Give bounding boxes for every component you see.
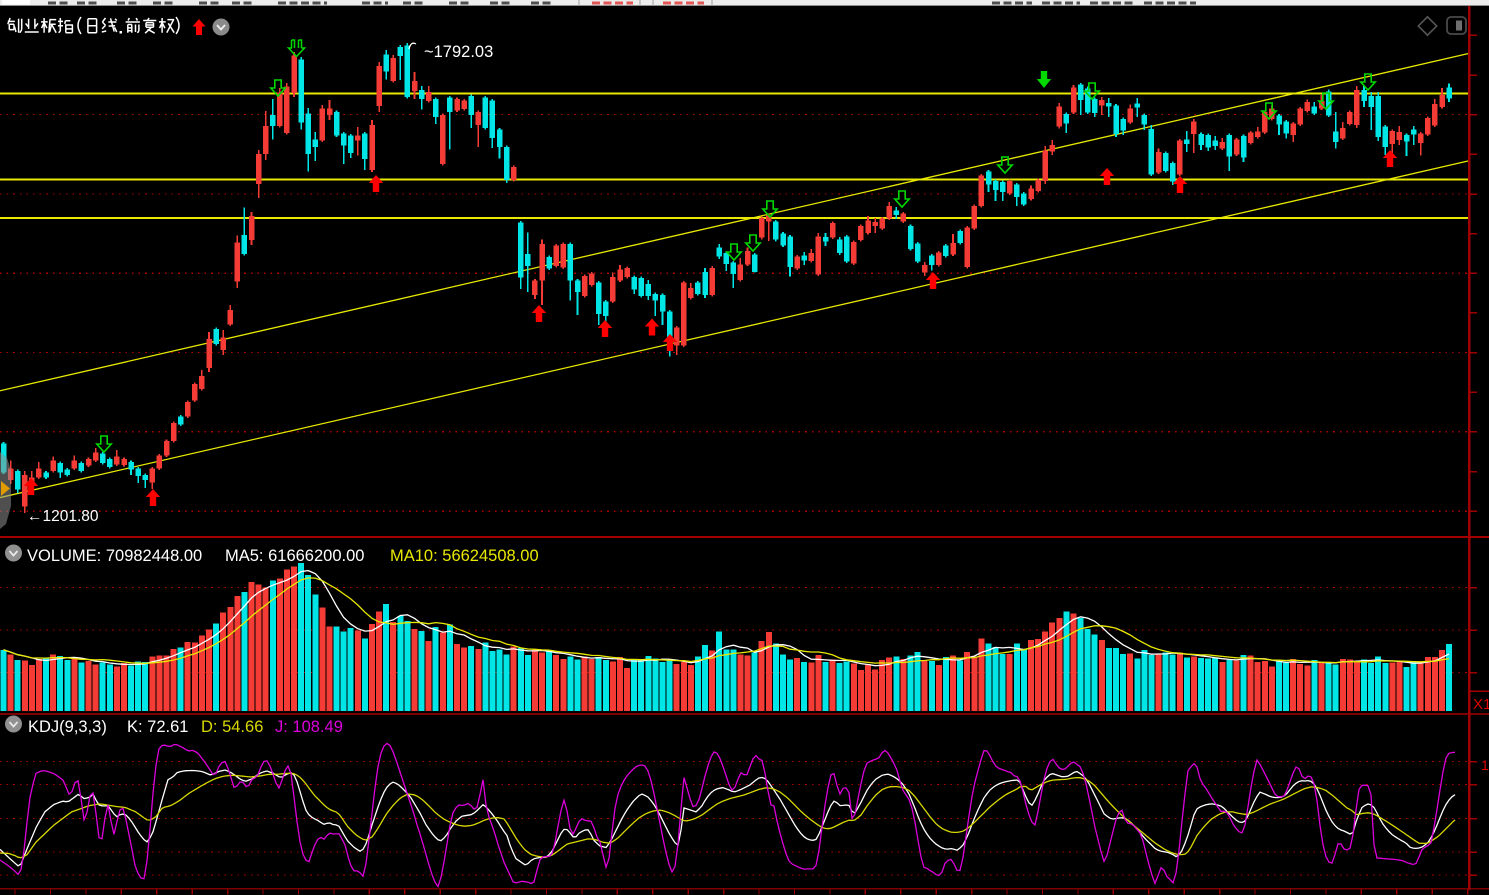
svg-text:KDJ(9,3,3): KDJ(9,3,3) (28, 718, 107, 736)
svg-text:~1792.03: ~1792.03 (424, 43, 493, 61)
svg-text:VOLUME: 70982448.00: VOLUME: 70982448.00 (27, 547, 202, 565)
svg-text:1: 1 (1481, 757, 1489, 773)
svg-text:J: 108.49: J: 108.49 (275, 718, 343, 736)
svg-text:MA10: 56624508.00: MA10: 56624508.00 (390, 547, 539, 565)
svg-text:MA5: 61666200.00: MA5: 61666200.00 (225, 547, 364, 565)
svg-text:D: 54.66: D: 54.66 (201, 718, 263, 736)
svg-text:←1201.80: ←1201.80 (27, 508, 99, 525)
svg-text:X1: X1 (1473, 696, 1489, 713)
svg-text:K: 72.61: K: 72.61 (127, 718, 188, 736)
